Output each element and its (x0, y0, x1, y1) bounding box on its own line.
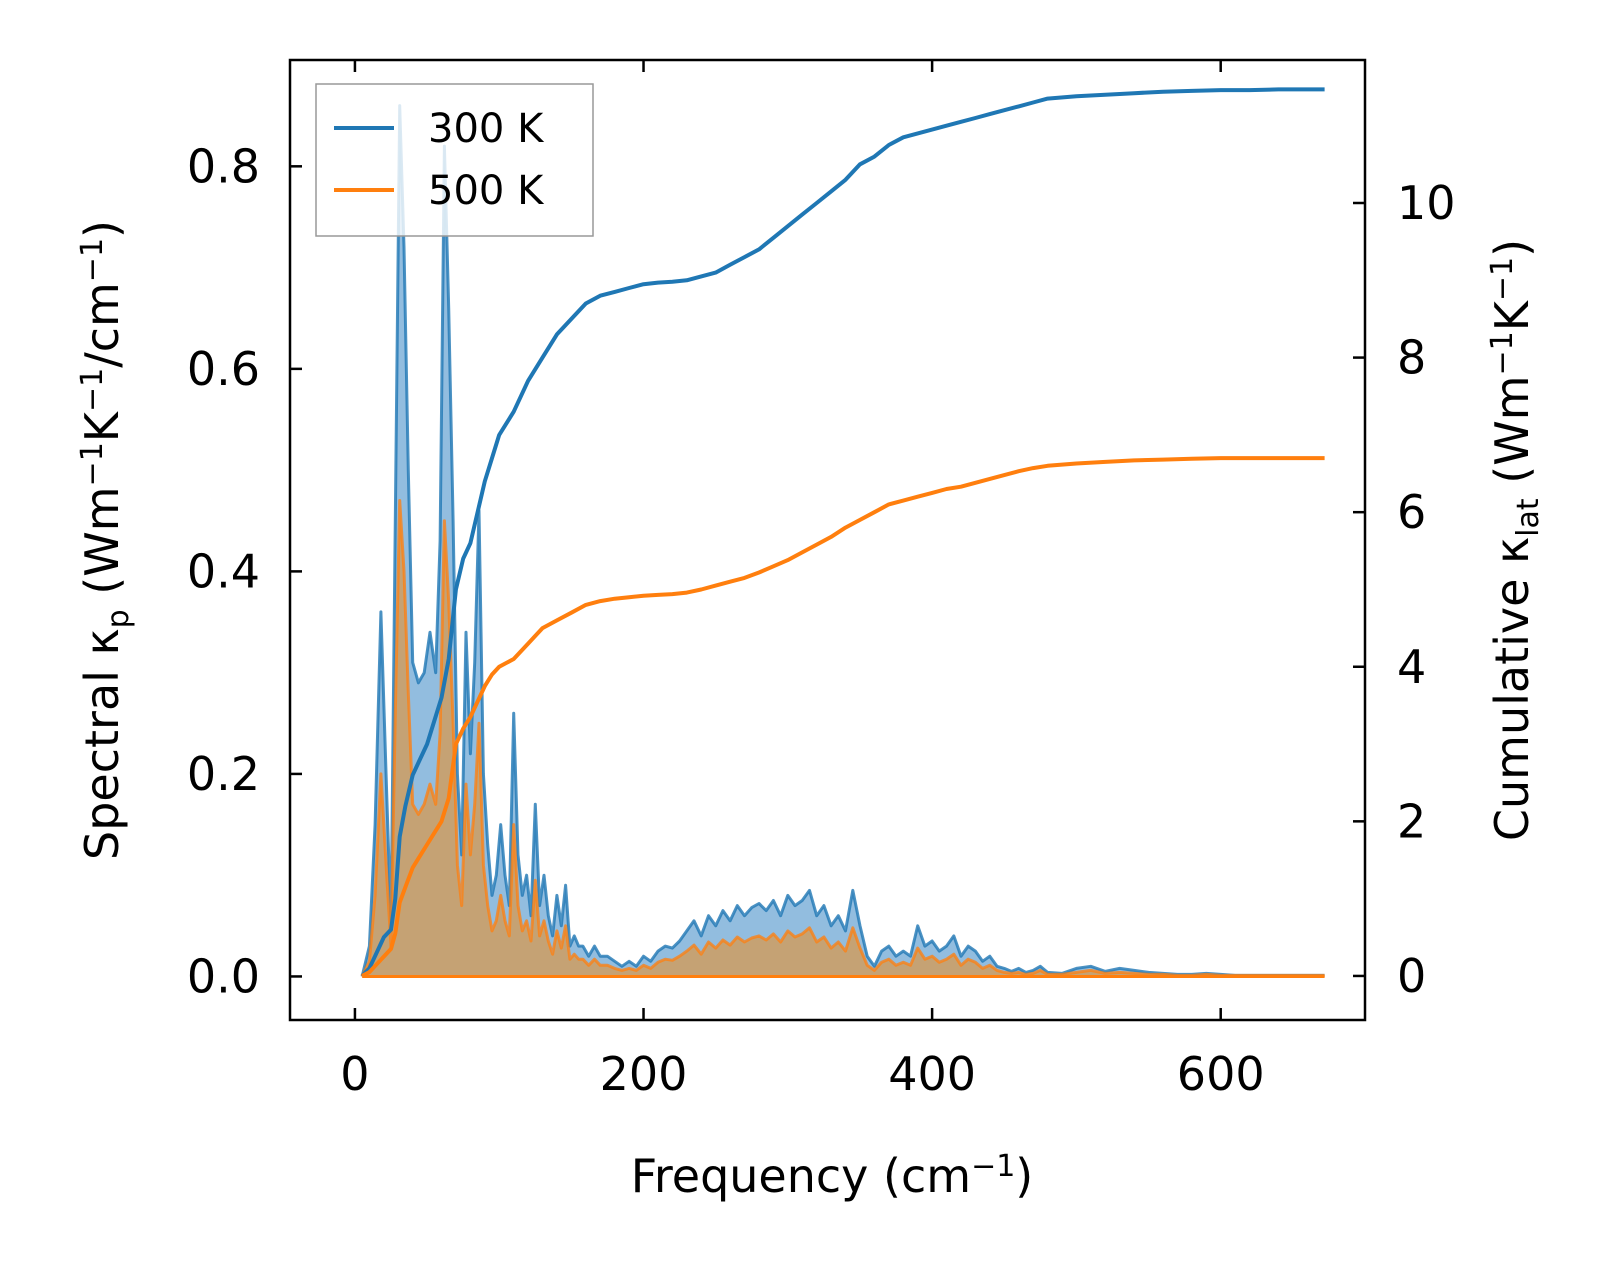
tick-marks (290, 60, 1365, 1020)
cumulative-500k-line (361, 456, 1325, 978)
y-axis-label-right: Cumulative κlat (Wm−1K−1) (1485, 239, 1546, 841)
y-tick-labels-left: 0.0 0.2 0.4 0.6 0.8 (187, 139, 260, 1003)
x-tick-label: 200 (600, 1047, 688, 1101)
y-tick-labels-right: 0 2 4 6 8 10 (1397, 176, 1456, 1003)
y-tick-label-left: 0.6 (187, 342, 260, 396)
legend-label-300k: 300 K (428, 106, 545, 152)
plot-frame (288, 58, 1367, 1022)
legend-box (315, 83, 594, 237)
yl-p1: Spectral κ (75, 628, 129, 860)
yr-sub1: lat (1511, 498, 1546, 537)
y-tick-label-left: 0.0 (187, 949, 260, 1003)
yr-p3: K (1485, 299, 1539, 331)
x-axis-label-main: Frequency (cm (631, 1149, 971, 1203)
cumulative-300k-line (360, 87, 1325, 978)
y-tick-label-right: 4 (1397, 640, 1426, 694)
x-tick-label: 0 (340, 1047, 369, 1101)
y-tick-label-right: 8 (1397, 331, 1426, 385)
legend-label-500k: 500 K (428, 168, 545, 214)
y-tick-label-right: 6 (1397, 485, 1426, 539)
x-axis-label-sup: −1 (971, 1149, 1015, 1184)
spectral-300k-line (360, 104, 1325, 977)
x-tick-label: 400 (888, 1047, 976, 1101)
y-axis-label-left: Spectral κp (Wm−1K−1/cm−1) (75, 220, 136, 860)
x-axis-label-end: ) (1015, 1149, 1033, 1203)
x-axis-label: Frequency (cm−1) (631, 1149, 1034, 1203)
yl-p3: K (75, 410, 129, 442)
yr-sup2: −1 (1485, 257, 1520, 301)
yl-p2: (Wm (75, 486, 129, 609)
yr-p1: Cumulative κ (1485, 537, 1539, 841)
x-tick-labels: 0 200 400 600 (340, 1047, 1264, 1101)
spectral-500k-line (360, 499, 1325, 978)
y-tick-label-left: 0.2 (187, 747, 260, 801)
yr-p2: (Wm (1485, 375, 1539, 498)
yl-sub1: p (101, 609, 136, 628)
y-tick-label-left: 0.4 (187, 544, 260, 598)
yl-sup1: −1 (75, 442, 110, 486)
spectral-500k-area (362, 500, 1325, 977)
y-tick-label-right: 2 (1397, 794, 1426, 848)
yl-p5: ) (75, 220, 129, 238)
yr-p4: ) (1485, 239, 1539, 257)
plot-area (360, 87, 1325, 978)
y-tick-label-right: 0 (1397, 949, 1426, 1003)
y-tick-label-right: 10 (1397, 176, 1456, 230)
yl-sup3: −1 (75, 238, 110, 282)
yr-sup1: −1 (1485, 331, 1520, 375)
yl-sup2: −1 (75, 368, 110, 412)
x-tick-label: 600 (1177, 1047, 1265, 1101)
y-tick-label-left: 0.8 (187, 139, 260, 193)
yl-p4: /cm (75, 282, 129, 368)
legend: 300 K 500 K (315, 83, 594, 237)
